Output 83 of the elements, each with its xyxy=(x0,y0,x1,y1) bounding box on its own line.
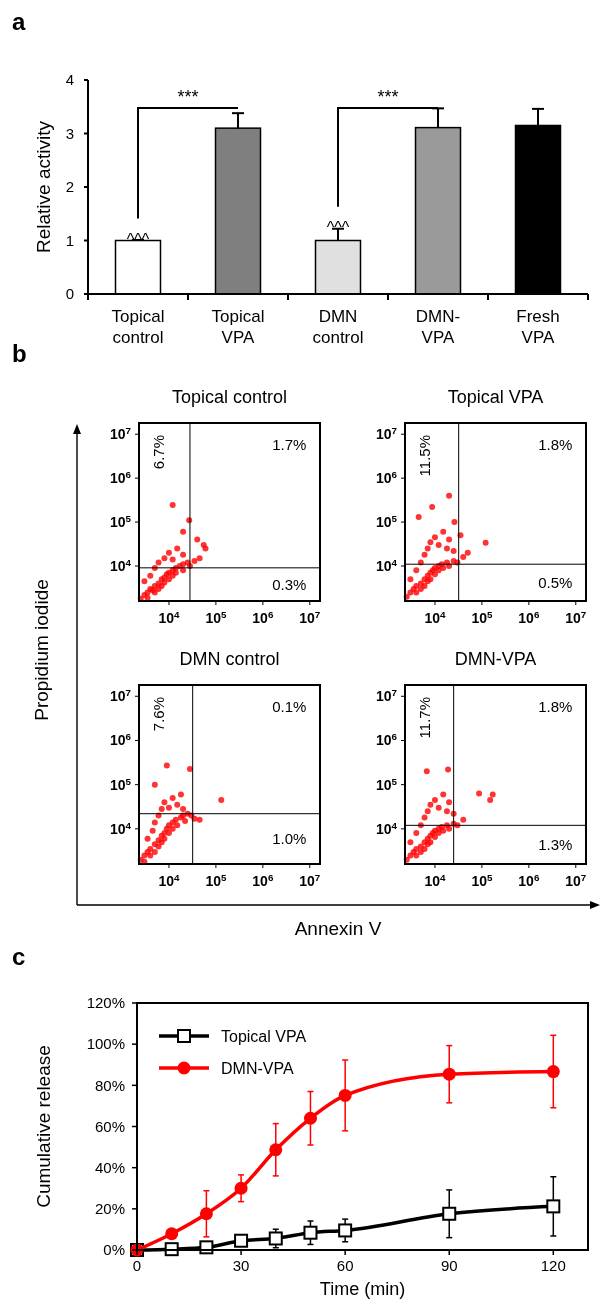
x-tick-label: Topical VPA xyxy=(211,307,265,347)
x-tick-label: 10$^{7}$ xyxy=(299,871,321,889)
annotation: *** xyxy=(377,87,399,107)
x-axis-title: Time (min) xyxy=(319,1279,406,1299)
x-tick-label: 30 xyxy=(232,1257,250,1274)
y-tick-label: 10$^{6}$ xyxy=(375,468,398,487)
annotation: *** xyxy=(177,87,199,107)
text: b xyxy=(12,340,27,367)
x-tick-label: 10$^{6}$ xyxy=(252,608,274,626)
legend-label: Topical VPA xyxy=(221,1027,307,1045)
y-tick-label: 40% xyxy=(94,1158,125,1176)
x-tick-label: 10$^{6}$ xyxy=(518,871,540,889)
y-tick-label: 2 xyxy=(65,178,74,196)
annotation: 1.8% xyxy=(538,697,573,715)
annotation: 1.3% xyxy=(538,835,573,853)
x-tick-label: 10$^{5}$ xyxy=(205,871,227,889)
y-tick-label: 80% xyxy=(94,1076,125,1094)
annotation: 11.5% xyxy=(416,435,434,477)
y-tick-label: 10$^{5}$ xyxy=(375,512,398,530)
x-tick-label: 10$^{6}$ xyxy=(518,608,540,626)
x-tick-label: 10$^{5}$ xyxy=(471,608,493,626)
x-tick-label: 120 xyxy=(540,1257,566,1274)
y-tick-label: 10$^{7}$ xyxy=(375,686,398,705)
y-tick-label: 10$^{4}$ xyxy=(109,556,132,574)
y-tick-label: 10$^{7}$ xyxy=(375,424,398,443)
chart-title: DMN-VPA xyxy=(454,649,537,669)
x-tick-label: 10$^{4}$ xyxy=(158,871,181,889)
y-tick-label: 10$^{4}$ xyxy=(375,556,398,574)
x-tick-label: 10$^{7}$ xyxy=(565,871,587,889)
y-tick-label: 60% xyxy=(94,1117,125,1135)
chart-title: Topical control xyxy=(171,387,288,407)
y-tick-label: 10$^{7}$ xyxy=(109,424,132,443)
y-tick-label: 3 xyxy=(65,124,74,142)
annotation: 0.3% xyxy=(272,575,307,593)
x-tick-label: 10$^{7}$ xyxy=(565,608,587,626)
x-tick-label: DMN control xyxy=(312,307,364,347)
x-tick-label: 90 xyxy=(440,1257,458,1274)
y-tick-label: 120% xyxy=(86,994,125,1012)
annotation: 11.7% xyxy=(416,697,434,739)
y-tick-label: 100% xyxy=(86,1035,125,1053)
annotation: 0.5% xyxy=(538,573,573,591)
x-tick-label: Fresh VPA xyxy=(516,307,560,347)
x-tick-label: 10$^{6}$ xyxy=(252,871,274,889)
annotation: 0.1% xyxy=(272,697,307,715)
text: c xyxy=(12,943,26,970)
chart-title: DMN control xyxy=(179,649,280,669)
y-tick-label: 10$^{4}$ xyxy=(375,819,398,837)
y-tick-label: 10$^{5}$ xyxy=(109,512,132,530)
x-tick-label: 10$^{5}$ xyxy=(205,608,227,626)
text: a xyxy=(12,8,26,35)
y-tick-label: 4 xyxy=(65,71,74,89)
y-tick-label: 10$^{6}$ xyxy=(375,730,398,749)
annotation: ^^^ xyxy=(326,218,350,236)
annotation: 1.0% xyxy=(272,830,307,848)
annotation: ^^^ xyxy=(126,230,150,248)
annotation: 6.7% xyxy=(150,435,168,470)
y-axis-title: Cumulative release xyxy=(33,1045,54,1208)
annotation: 1.8% xyxy=(538,435,573,453)
y-tick-label: 1 xyxy=(65,231,74,249)
y-tick-label: 0 xyxy=(65,285,74,303)
x-tick-label: 10$^{4}$ xyxy=(158,608,181,626)
x-tick-label: 10$^{4}$ xyxy=(424,608,447,626)
y-tick-label: 0% xyxy=(103,1241,125,1259)
y-tick-label: 10$^{6}$ xyxy=(109,730,132,749)
x-tick-label: 10$^{4}$ xyxy=(424,871,447,889)
y-axis-title: Relative activity xyxy=(33,120,54,253)
y-tick-label: 10$^{5}$ xyxy=(109,775,132,793)
x-axis-title: Annexin V xyxy=(294,918,382,939)
y-tick-label: 20% xyxy=(94,1200,125,1218)
y-tick-label: 10$^{4}$ xyxy=(109,819,132,837)
y-tick-label: 10$^{6}$ xyxy=(109,468,132,487)
legend-label: DMN-VPA xyxy=(221,1059,294,1077)
y-tick-label: 10$^{5}$ xyxy=(375,775,398,793)
annotation: 7.6% xyxy=(150,697,168,732)
x-tick-label: Topical control xyxy=(111,307,165,347)
x-tick-label: 60 xyxy=(336,1257,354,1274)
x-tick-label: 10$^{7}$ xyxy=(299,608,321,626)
chart-title: Topical VPA xyxy=(447,387,544,407)
annotation: 1.7% xyxy=(272,435,307,453)
x-tick-label: 10$^{5}$ xyxy=(471,871,493,889)
x-tick-label: DMN-VPA xyxy=(415,307,461,347)
y-tick-label: 10$^{7}$ xyxy=(109,686,132,705)
y-axis-title: Propidium iodide xyxy=(31,579,52,721)
